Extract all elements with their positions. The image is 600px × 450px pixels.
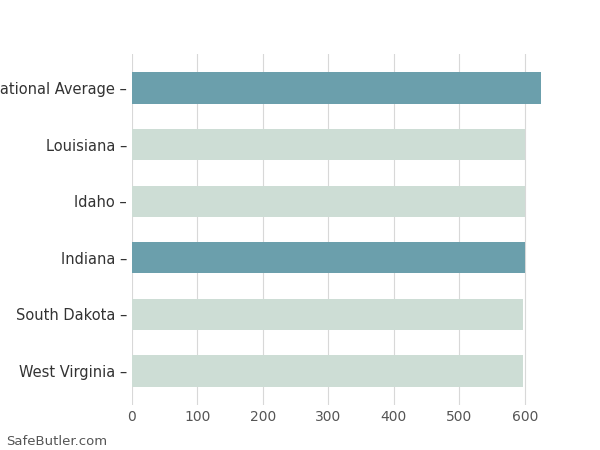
- Bar: [132, 129, 525, 160]
- Text: SafeButler.com: SafeButler.com: [6, 435, 107, 448]
- Bar: [132, 185, 525, 217]
- Bar: [132, 356, 523, 387]
- Bar: [132, 299, 523, 330]
- Bar: [132, 72, 541, 104]
- Bar: [132, 242, 525, 273]
